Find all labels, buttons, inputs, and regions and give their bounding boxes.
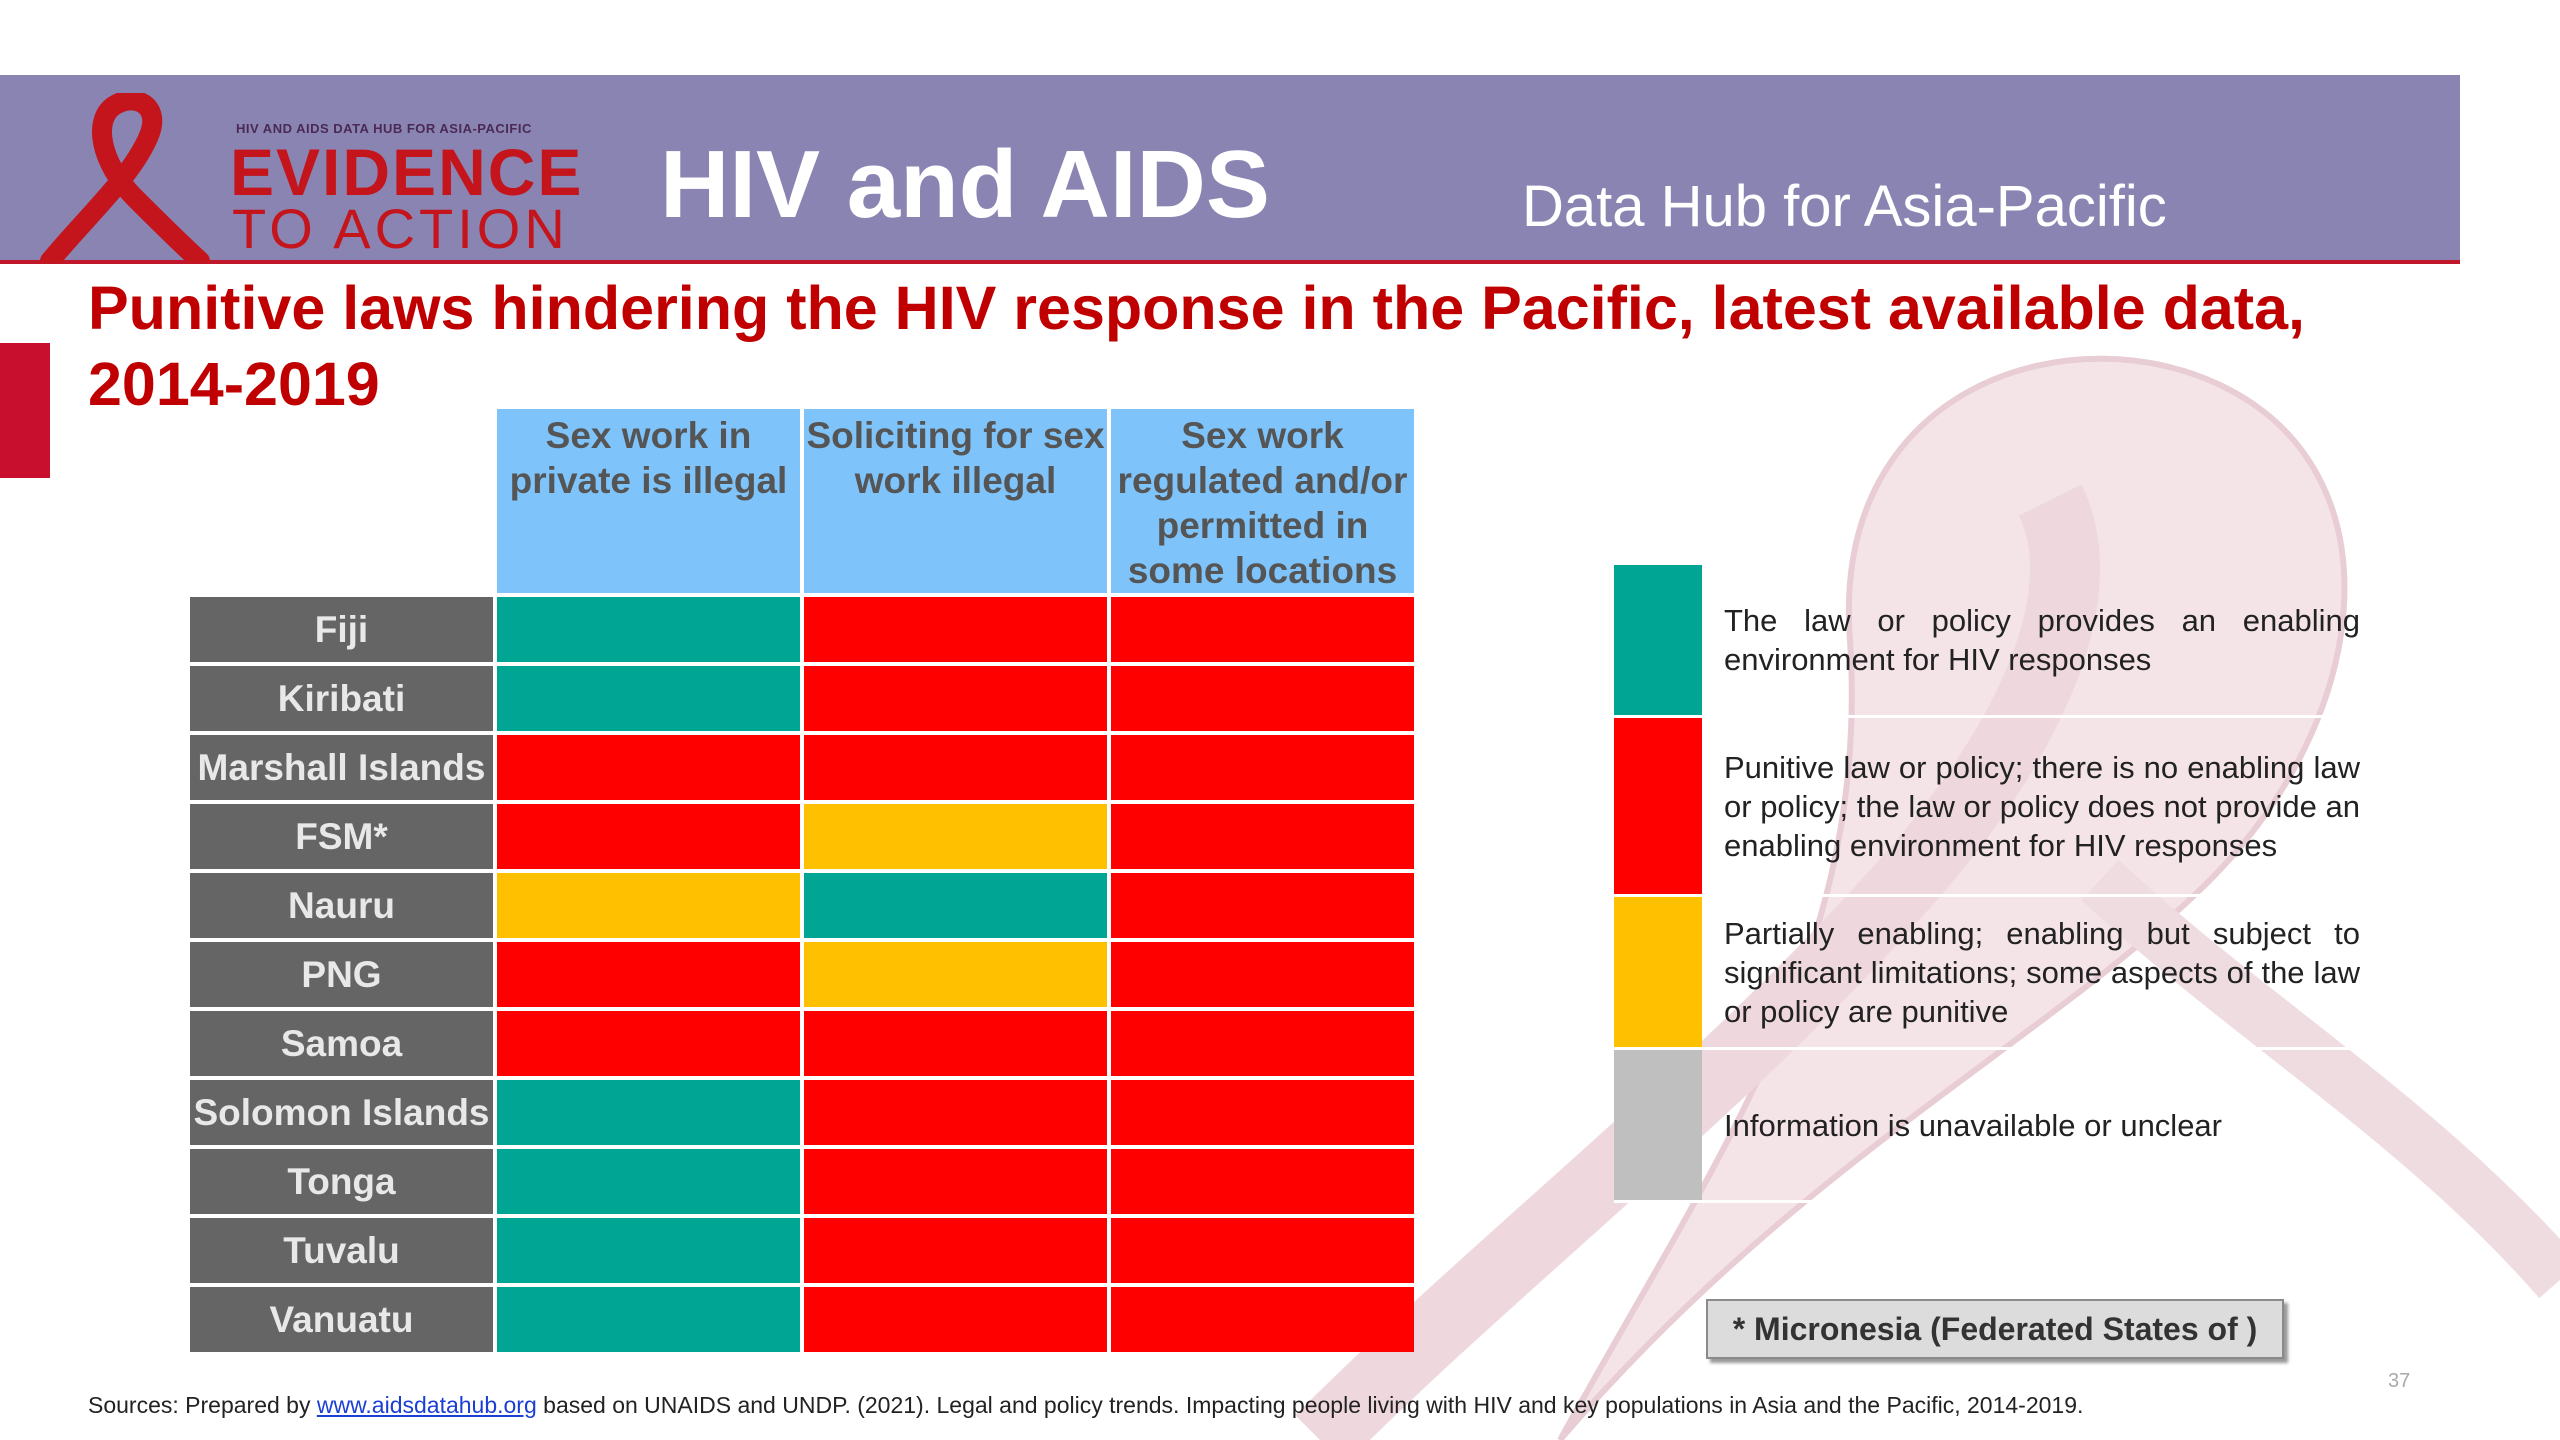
legend-item-punitive: Punitive law or policy; there is no enab… [1614, 718, 2360, 897]
legend-swatch [1614, 565, 1702, 715]
status-cell-punitive [497, 735, 800, 800]
table-row: FSM* [190, 804, 1414, 869]
fsm-footnote: * Micronesia (Federated States of ) [1706, 1299, 2284, 1359]
table-row: Solomon Islands [190, 1080, 1414, 1145]
country-label: Marshall Islands [190, 735, 493, 800]
status-cell-punitive [804, 666, 1107, 731]
status-cell-punitive [1111, 735, 1414, 800]
legend-text: Partially enabling; enabling but subject… [1724, 897, 2360, 1047]
legend-text: Information is unavailable or unclear [1724, 1050, 2360, 1200]
status-cell-punitive [497, 1011, 800, 1076]
country-label: Vanuatu [190, 1287, 493, 1352]
legend-item-partial: Partially enabling; enabling but subject… [1614, 897, 2360, 1050]
status-cell-enabling [497, 1218, 800, 1283]
legend: The law or policy provides an enabling e… [1614, 565, 2360, 1203]
status-cell-punitive [497, 942, 800, 1007]
status-cell-punitive [804, 1287, 1107, 1352]
status-cell-punitive [804, 1080, 1107, 1145]
status-cell-punitive [1111, 942, 1414, 1007]
legend-label: The law or policy provides an enabling e… [1724, 603, 2360, 677]
sources-suffix: based on UNAIDS and UNDP. (2021). Legal … [536, 1392, 2084, 1418]
status-cell-punitive [804, 597, 1107, 662]
column-header-regulated: Sex work regulated and/or permitted in s… [1111, 409, 1414, 593]
red-ribbon-icon [40, 93, 210, 263]
source-link[interactable]: www.aidsdatahub.org [316, 1392, 537, 1418]
status-cell-punitive [1111, 1218, 1414, 1283]
page-title: Punitive laws hindering the HIV response… [88, 274, 2305, 418]
country-label: PNG [190, 942, 493, 1007]
status-cell-partial [804, 804, 1107, 869]
legend-swatch [1614, 1050, 1702, 1200]
status-cell-punitive [1111, 1149, 1414, 1214]
legend-label: Partially enabling; enabling but subject… [1724, 915, 2360, 1029]
logo-word-to-action: TO ACTION [232, 197, 569, 260]
logo-word-evidence: EVIDENCE [230, 135, 584, 209]
status-cell-enabling [497, 1149, 800, 1214]
table-row: Nauru [190, 873, 1414, 938]
status-cell-punitive [804, 1218, 1107, 1283]
legend-label: Punitive law or policy; there is no enab… [1724, 749, 2360, 863]
logo-tagline: HIV AND AIDS DATA HUB FOR ASIA-PACIFIC [236, 121, 532, 136]
header-subtitle: Data Hub for Asia-Pacific [1522, 174, 2167, 239]
country-label: Tonga [190, 1149, 493, 1214]
legend-text: The law or policy provides an enabling e… [1724, 565, 2360, 715]
table-row: Samoa [190, 1011, 1414, 1076]
country-label: FSM* [190, 804, 493, 869]
legend-swatch [1614, 897, 1702, 1047]
status-cell-enabling [497, 666, 800, 731]
legend-item-enabling: The law or policy provides an enabling e… [1614, 565, 2360, 718]
status-cell-enabling [497, 597, 800, 662]
status-cell-punitive [1111, 804, 1414, 869]
table-row: Kiribati [190, 666, 1414, 731]
punitive-laws-matrix: Sex work in private is illegal Solicitin… [186, 405, 1418, 1356]
status-cell-punitive [1111, 597, 1414, 662]
evidence-to-action-logo: HIV AND AIDS DATA HUB FOR ASIA-PACIFIC E… [40, 93, 600, 263]
status-cell-partial [804, 942, 1107, 1007]
status-cell-enabling [497, 1287, 800, 1352]
sources-prefix: Sources: Prepared by [88, 1392, 317, 1418]
table-row: Tuvalu [190, 1218, 1414, 1283]
header-title: HIV and AIDS [660, 131, 1270, 238]
legend-swatch [1614, 718, 1702, 894]
status-cell-punitive [804, 735, 1107, 800]
header-banner: HIV AND AIDS DATA HUB FOR ASIA-PACIFIC E… [0, 75, 2460, 264]
country-label: Nauru [190, 873, 493, 938]
column-header-sex-work-private: Sex work in private is illegal [497, 409, 800, 593]
country-label: Kiribati [190, 666, 493, 731]
country-label: Tuvalu [190, 1218, 493, 1283]
matrix-body: Fiji Kiribati Marshall Islands FSM* Nauru PNG… [190, 597, 1414, 1352]
status-cell-punitive [497, 804, 800, 869]
status-cell-punitive [1111, 1011, 1414, 1076]
legend-text: Punitive law or policy; there is no enab… [1724, 718, 2360, 894]
table-row: Vanuatu [190, 1287, 1414, 1352]
legend-item-unavailable: Information is unavailable or unclear [1614, 1050, 2360, 1203]
status-cell-partial [497, 873, 800, 938]
matrix-corner [190, 409, 493, 593]
status-cell-enabling [804, 873, 1107, 938]
table-row: Fiji [190, 597, 1414, 662]
side-accent-bar [0, 343, 50, 478]
status-cell-punitive [804, 1149, 1107, 1214]
country-label: Fiji [190, 597, 493, 662]
country-label: Solomon Islands [190, 1080, 493, 1145]
status-cell-punitive [1111, 666, 1414, 731]
table-row: PNG [190, 942, 1414, 1007]
status-cell-punitive [1111, 1080, 1414, 1145]
matrix-header-row: Sex work in private is illegal Solicitin… [190, 409, 1414, 593]
page-number: 37 [2388, 1370, 2411, 1392]
table-row: Tonga [190, 1149, 1414, 1214]
status-cell-punitive [804, 1011, 1107, 1076]
status-cell-punitive [1111, 1287, 1414, 1352]
sources-note: Sources: Prepared by www.aidsdatahub.org… [88, 1392, 2083, 1419]
table-row: Marshall Islands [190, 735, 1414, 800]
status-cell-enabling [497, 1080, 800, 1145]
column-header-soliciting: Soliciting for sex work illegal [804, 409, 1107, 593]
status-cell-punitive [1111, 873, 1414, 938]
country-label: Samoa [190, 1011, 493, 1076]
legend-label: Information is unavailable or unclear [1724, 1107, 2222, 1143]
